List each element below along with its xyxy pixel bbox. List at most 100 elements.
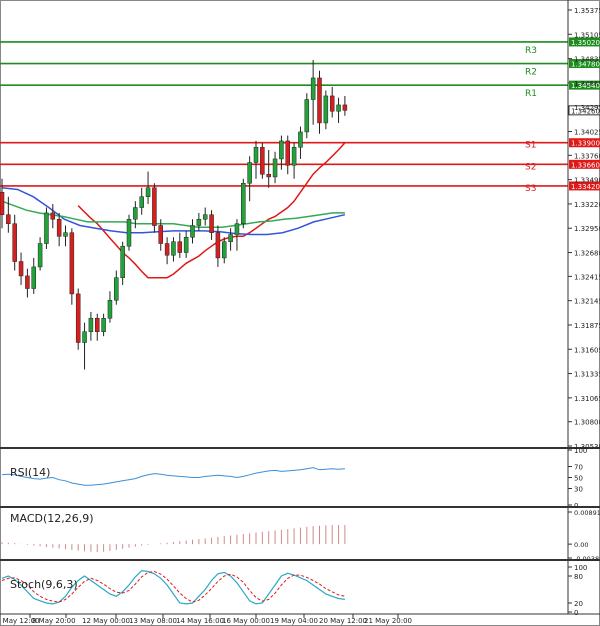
candle[interactable] (95, 313, 100, 341)
candle[interactable] (260, 142, 265, 179)
candle[interactable] (247, 156, 252, 202)
candle-body (190, 225, 195, 238)
candle[interactable] (44, 207, 49, 249)
candle[interactable] (177, 232, 183, 258)
candle[interactable] (298, 126, 303, 159)
candle-body (75, 293, 81, 343)
stoch-tick-label: 80 (574, 573, 583, 581)
candle[interactable] (56, 212, 62, 247)
candle[interactable] (88, 311, 94, 341)
candle[interactable] (31, 257, 36, 294)
pane-separator (0, 559, 600, 561)
candle[interactable] (228, 228, 233, 251)
rsi-line (1, 467, 345, 486)
candle[interactable] (37, 237, 43, 271)
candle[interactable] (63, 225, 68, 247)
candle[interactable] (69, 228, 75, 305)
candle-body (31, 266, 36, 289)
candle[interactable] (291, 142, 297, 179)
candle[interactable] (215, 225, 221, 267)
candle[interactable] (6, 196, 11, 233)
price-tick-label: 1.33490 (574, 177, 600, 185)
candle[interactable] (253, 140, 259, 179)
candle[interactable] (158, 219, 163, 251)
price-tick-label: 1.31335 (574, 371, 600, 379)
candle[interactable] (50, 203, 56, 229)
candle[interactable] (152, 183, 157, 233)
candle-body (247, 162, 252, 184)
candle[interactable] (75, 288, 81, 350)
level-price-box (569, 37, 600, 47)
level-price-label: 1.34540 (571, 82, 600, 90)
candle[interactable] (139, 187, 144, 215)
candle-body (234, 223, 240, 235)
candle[interactable] (101, 313, 106, 337)
candle-body (342, 104, 348, 111)
candle[interactable] (25, 268, 30, 298)
time-tick-label: 13 May 08:00 (129, 617, 177, 625)
candle[interactable] (310, 59, 316, 125)
time-tick-label: 19 May 04:00 (270, 617, 318, 625)
candle[interactable] (0, 178, 5, 229)
candle[interactable] (304, 93, 310, 139)
level-price-label: 1.33660 (571, 161, 600, 169)
candle-body (272, 158, 278, 178)
candle[interactable] (272, 151, 278, 184)
candle[interactable] (323, 90, 329, 130)
candle-body (298, 131, 303, 148)
rsi-tick-label: 100 (574, 447, 587, 455)
level-label-r2: R2 (525, 68, 537, 78)
candle[interactable] (183, 230, 189, 258)
candle[interactable] (202, 207, 208, 226)
stoch-tick-label: 0 (574, 609, 578, 617)
candle[interactable] (82, 322, 87, 370)
time-tick-label: 20 May 12:00 (319, 617, 367, 625)
candle[interactable] (107, 291, 113, 323)
candle[interactable] (164, 237, 170, 265)
candle-body (317, 77, 322, 124)
candle-body (126, 218, 132, 247)
candle[interactable] (285, 135, 290, 175)
time-tick-label: 7 May 12:00 (0, 617, 40, 625)
candle[interactable] (266, 149, 271, 188)
candle-body (82, 331, 87, 343)
candle[interactable] (234, 219, 240, 251)
price-tick-label: 1.34025 (574, 128, 600, 136)
price-tick-label: 1.33760 (574, 152, 600, 160)
candle[interactable] (18, 252, 24, 285)
level-label-s1: S1 (525, 141, 536, 151)
candle-body (202, 214, 208, 220)
price-tick-label: 1.31605 (574, 346, 600, 354)
level-label-r3: R3 (525, 46, 537, 56)
candle[interactable] (342, 95, 348, 116)
time-tick-label: 16 May 00:00 (222, 617, 270, 625)
stoch-title: Stoch(9,6,3) (10, 578, 78, 591)
price-tick-label: 1.32145 (574, 298, 600, 306)
candle[interactable] (126, 214, 132, 251)
candle[interactable] (145, 171, 151, 204)
candle-body (171, 241, 176, 256)
level-price-box (569, 80, 600, 90)
candle[interactable] (120, 241, 125, 285)
candle-body (158, 225, 163, 244)
level-label-s3: S3 (525, 184, 536, 194)
candle[interactable] (171, 237, 176, 262)
candle[interactable] (279, 135, 284, 170)
candle[interactable] (241, 178, 246, 229)
candle[interactable] (336, 97, 341, 123)
candle[interactable] (114, 270, 119, 305)
candle[interactable] (222, 237, 227, 264)
candle[interactable] (196, 212, 202, 231)
candle[interactable] (12, 214, 17, 271)
candle[interactable] (133, 201, 138, 229)
macd-tick-label: 0.00 (574, 541, 588, 549)
candle-body (120, 245, 125, 278)
candle[interactable] (329, 86, 335, 118)
stoch-signal-line (1, 570, 346, 603)
rsi-title: RSI(14) (10, 466, 50, 479)
candle[interactable] (190, 219, 195, 244)
level-price-box (569, 59, 600, 69)
candle[interactable] (209, 210, 214, 240)
candle[interactable] (317, 70, 322, 134)
